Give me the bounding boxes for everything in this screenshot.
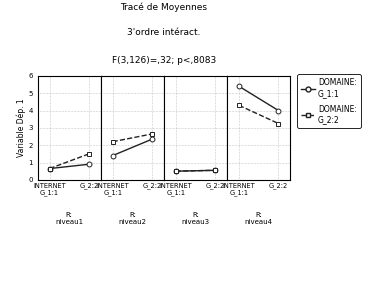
Text: 3'ordre intéract.: 3'ordre intéract. [127, 28, 201, 37]
Text: INTERNET
G_1:1: INTERNET G_1:1 [33, 183, 66, 196]
Text: F(3,126)=,32; p<,8083: F(3,126)=,32; p<,8083 [112, 56, 216, 65]
Text: G_2:2: G_2:2 [269, 183, 288, 189]
Text: G_2:2: G_2:2 [206, 183, 225, 189]
Text: INTERNET
G_1:1: INTERNET G_1:1 [96, 183, 129, 196]
Text: R:
niveau4: R: niveau4 [245, 212, 273, 225]
Text: R:
niveau2: R: niveau2 [118, 212, 146, 225]
Text: G_2:2: G_2:2 [143, 183, 162, 189]
Legend: DOMAINE:
G_1:1, DOMAINE:
G_2:2: DOMAINE: G_1:1, DOMAINE: G_2:2 [297, 74, 360, 128]
Text: R:
niveau3: R: niveau3 [181, 212, 210, 225]
Text: R:
niveau1: R: niveau1 [55, 212, 83, 225]
Text: INTERNET
G_1:1: INTERNET G_1:1 [159, 183, 192, 196]
Text: Tracé de Moyennes: Tracé de Moyennes [121, 3, 207, 12]
Text: INTERNET
G_1:1: INTERNET G_1:1 [222, 183, 255, 196]
Y-axis label: Variable Dép. 1: Variable Dép. 1 [16, 99, 26, 157]
Text: G_2:2: G_2:2 [80, 183, 99, 189]
